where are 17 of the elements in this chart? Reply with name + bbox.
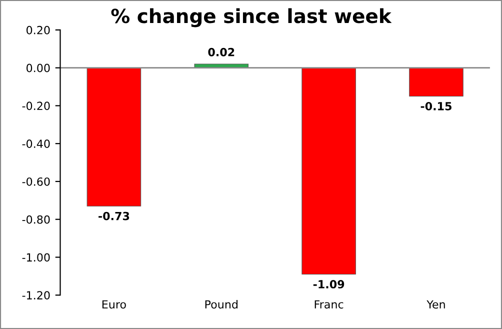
y-tick-label: -0.20	[22, 102, 50, 110]
x-tick-label: Franc	[314, 300, 344, 309]
y-tick-label: -0.40	[22, 140, 50, 148]
y-tick-label: -1.20	[22, 291, 50, 300]
data-label: -0.73	[98, 212, 130, 220]
data-label: -1.09	[313, 280, 344, 288]
x-tick-label: Euro	[102, 300, 126, 309]
y-tick-label: 0.00	[26, 64, 50, 72]
y-tick-label: 0.20	[26, 26, 50, 34]
data-label: -0.15	[420, 102, 452, 110]
x-tick-label: Yen	[426, 300, 445, 309]
y-tick-label: -0.80	[22, 215, 50, 224]
y-tick-label: -1.00	[22, 253, 50, 262]
y-tick-label: -0.60	[22, 177, 50, 186]
data-label: 0.02	[208, 48, 234, 56]
x-tick-label: Pound	[205, 300, 238, 309]
chart-title: % change since last week	[111, 8, 392, 28]
